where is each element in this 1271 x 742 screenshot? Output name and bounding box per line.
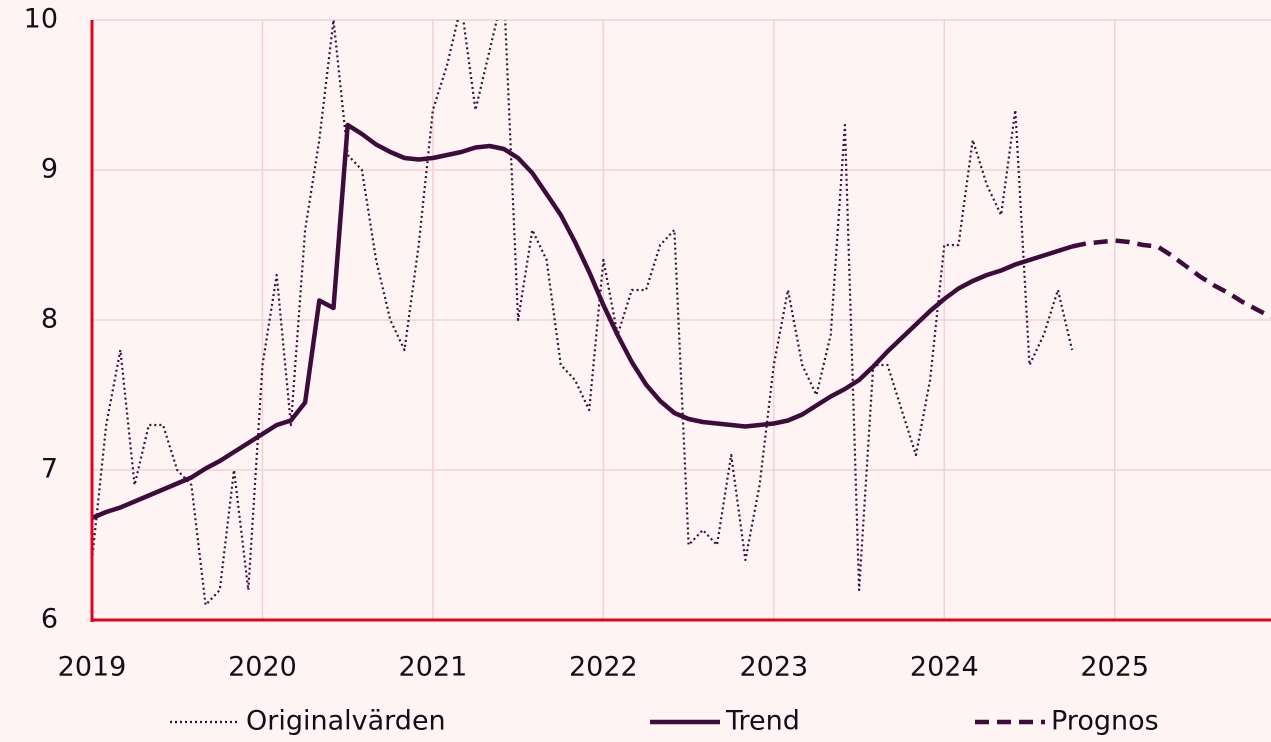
legend-label: Trend [725,706,800,737]
x-tick-label: 2019 [58,652,127,683]
series-line [1071,238,1271,319]
x-tick-label: 2025 [1080,652,1149,683]
x-tick-label: 2023 [739,652,808,683]
series-line [92,122,1073,521]
y-tick-label: 7 [41,454,58,485]
legend: Originalvärden Trend Prognos [170,706,1159,737]
legend-label: Prognos [1051,706,1159,737]
x-tick-label: 2020 [228,652,297,683]
x-tick-label: 2024 [910,652,979,683]
x-tick-label: 2021 [399,652,468,683]
y-tick-label: 9 [41,154,58,185]
plot-area [92,20,1271,607]
legend-label: Originalvärden [246,706,446,737]
grid [92,19,1271,621]
series-line [92,20,1074,607]
y-tick-label: 6 [41,604,58,635]
y-tick-label: 8 [41,304,58,335]
axes: 6 7 8 9 10 2019 2020 2021 2022 2023 2024 2025 [24,4,1271,683]
y-tick-label: 10 [24,4,58,35]
x-tick-label: 2022 [569,652,638,683]
